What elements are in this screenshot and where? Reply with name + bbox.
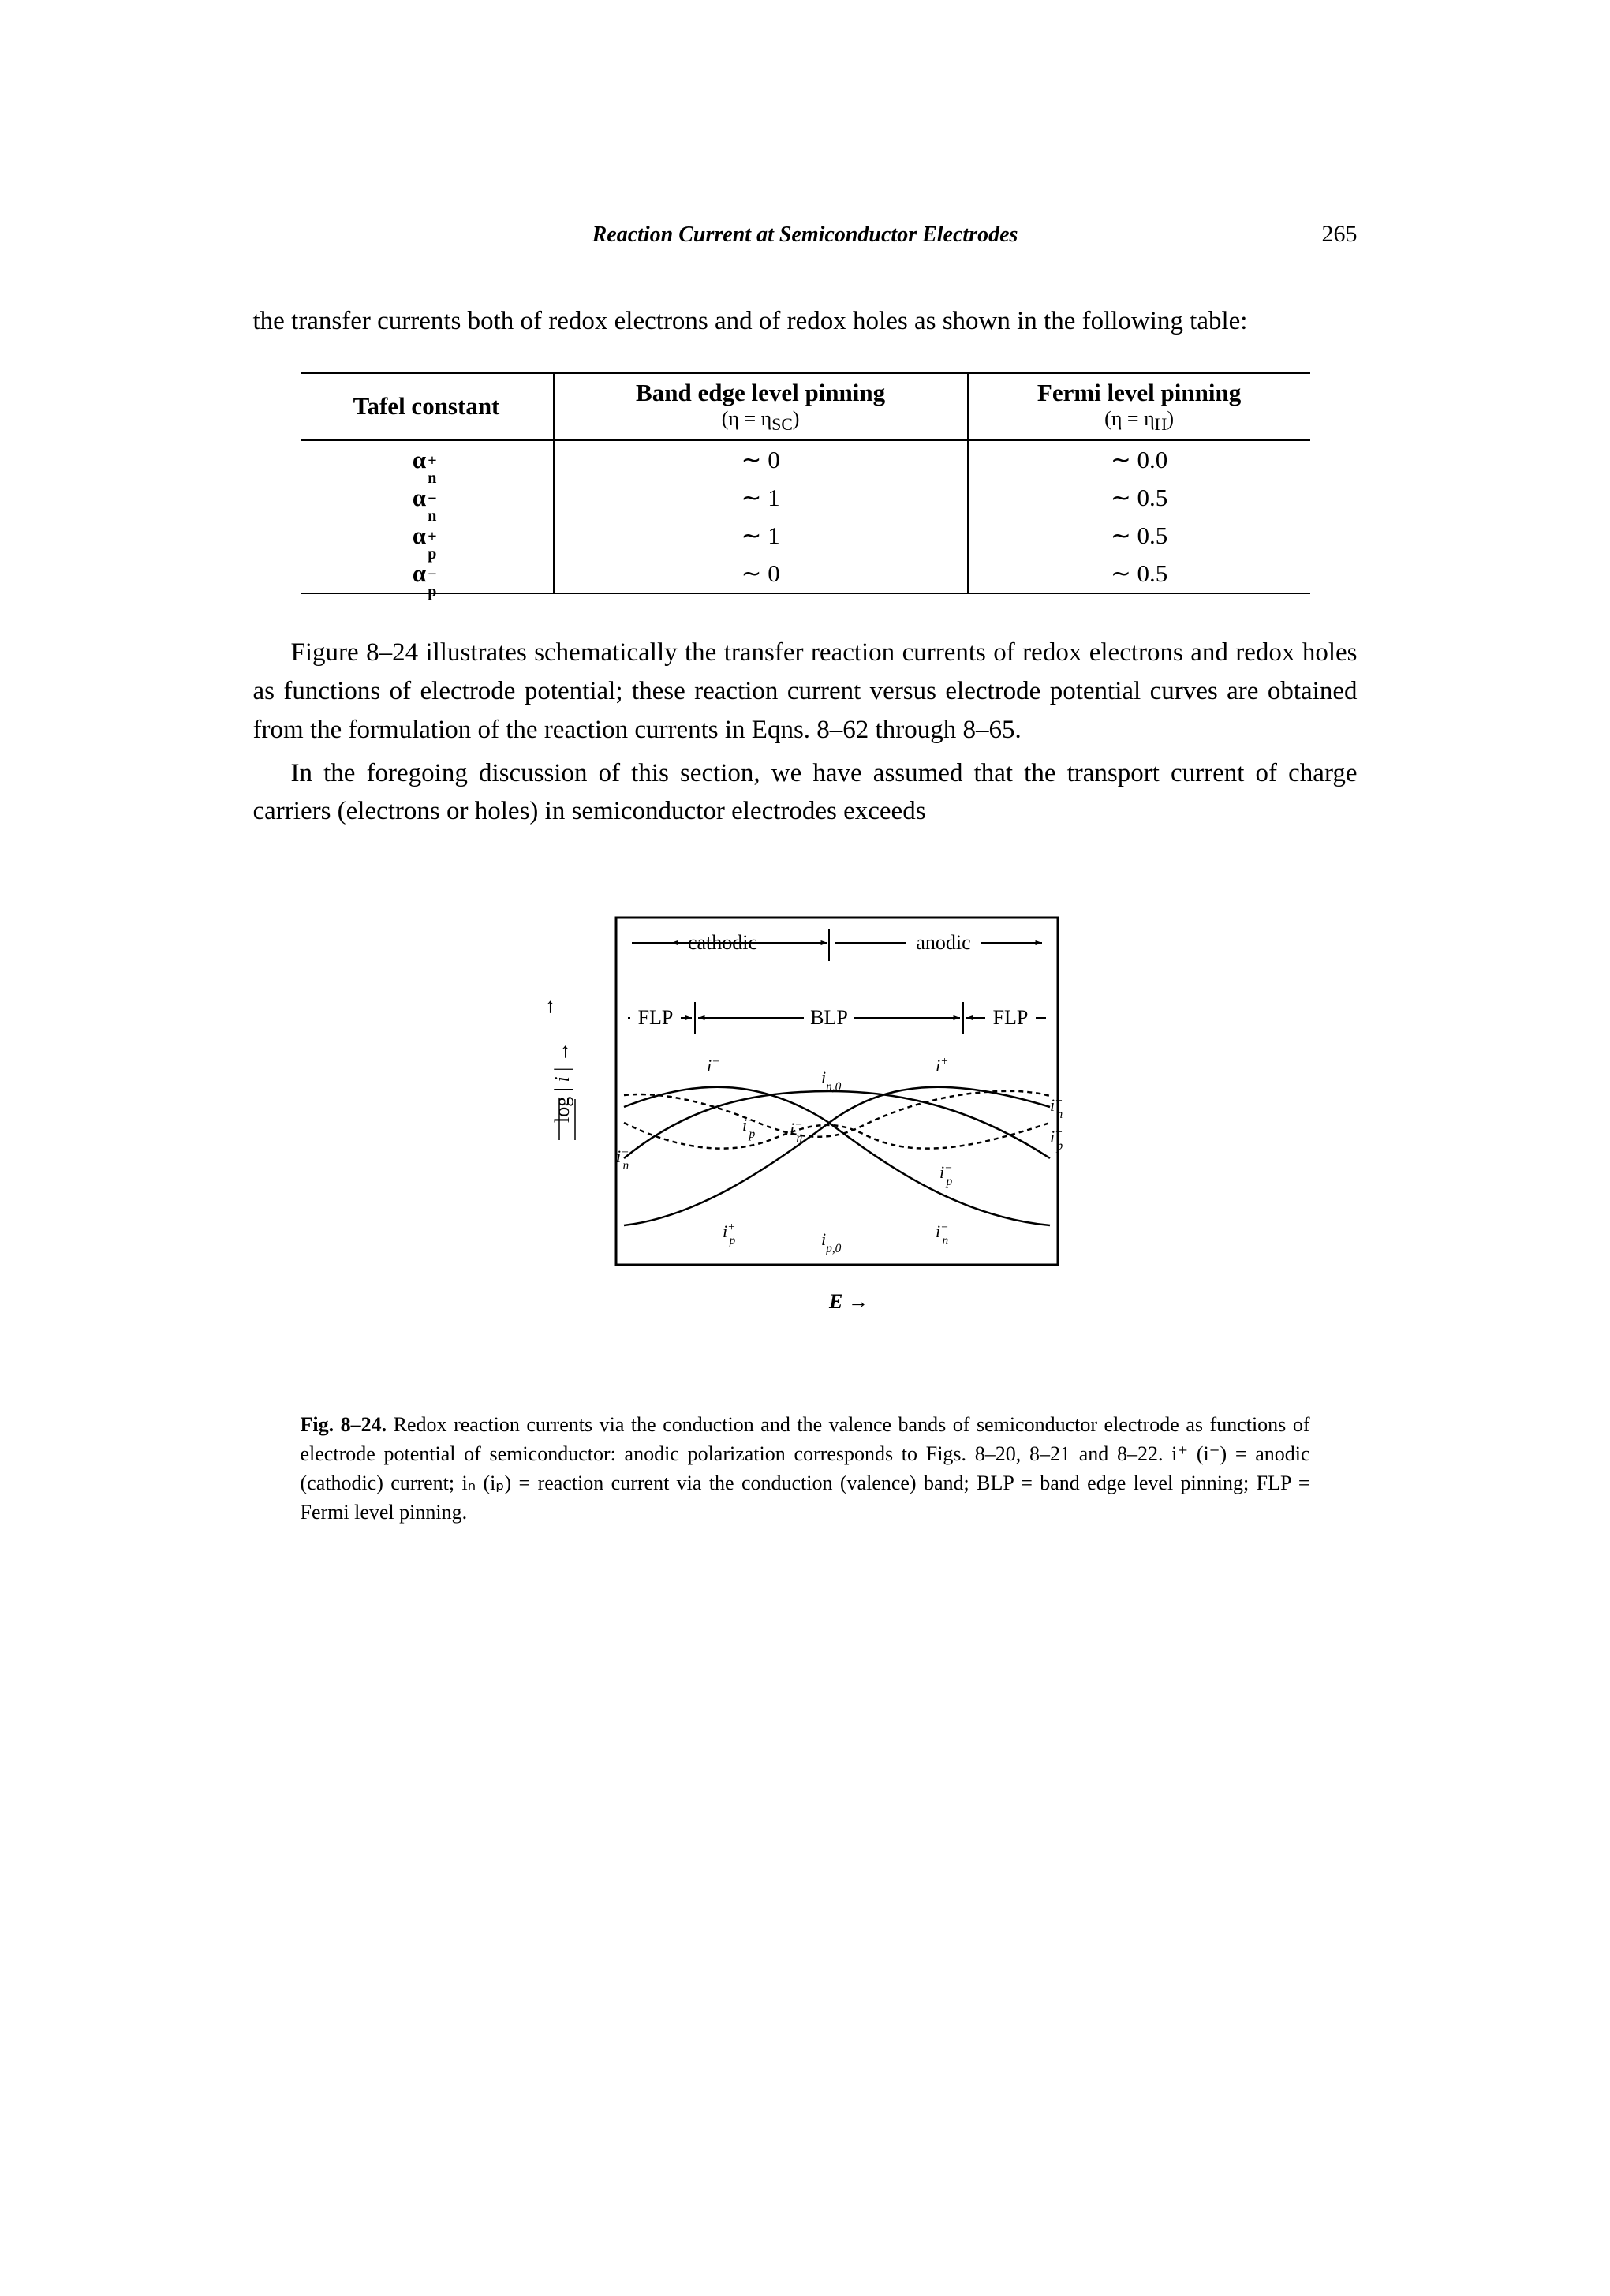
table-row: α−n∼ 1∼ 0.5 <box>301 479 1310 517</box>
col2-title: Fermi level pinning <box>1037 379 1241 406</box>
figure-8-24: cathodicanodicFLPBLPFLPi−in,0i+i−pi−ni+n… <box>253 886 1358 1528</box>
col1-title: Band edge level pinning <box>636 379 885 406</box>
table-row: α−p∼ 0∼ 0.5 <box>301 555 1310 593</box>
svg-text:anodic: anodic <box>916 931 970 954</box>
table-row: α+p∼ 1∼ 0.5 <box>301 517 1310 555</box>
svg-text:FLP: FLP <box>637 1006 673 1029</box>
svg-text:i−n: i−n <box>790 1118 803 1145</box>
lead-paragraph: the transfer currents both of redox elec… <box>253 303 1358 341</box>
tafel-table-wrap: Tafel constant Band edge level pinning (… <box>301 372 1310 594</box>
svg-text:i+: i+ <box>936 1055 949 1076</box>
table-col-2: Fermi level pinning (η = ηH) <box>968 373 1310 440</box>
col1-sub: (η = ηSC) <box>562 407 959 435</box>
svg-text:in,0: in,0 <box>821 1068 842 1094</box>
svg-text:i+p: i+p <box>723 1221 736 1247</box>
paragraph-1: Figure 8–24 illustrates schematically th… <box>253 634 1358 749</box>
svg-text:i−p: i−p <box>742 1114 756 1141</box>
col-band-edge: ∼ 0 <box>554 555 968 593</box>
svg-text:i+p: i+p <box>1050 1126 1063 1153</box>
svg-text:i−n: i−n <box>616 1146 629 1172</box>
svg-text:FLP: FLP <box>992 1006 1028 1029</box>
col2-sub: (η = ηH) <box>977 407 1302 435</box>
tafel-table: Tafel constant Band edge level pinning (… <box>301 372 1310 594</box>
svg-text:ip,0: ip,0 <box>821 1229 842 1255</box>
table-col-1: Band edge level pinning (η = ηSC) <box>554 373 968 440</box>
tafel-symbol: α+n <box>301 440 554 479</box>
page-number: 265 <box>1294 221 1358 248</box>
col-fermi: ∼ 0.0 <box>968 440 1310 479</box>
figure-svg: cathodicanodicFLPBLPFLPi−in,0i+i−pi−ni+n… <box>506 886 1105 1375</box>
svg-text:i−n: i−n <box>936 1221 949 1247</box>
col-fermi: ∼ 0.5 <box>968 555 1310 593</box>
svg-text:↑: ↑ <box>545 994 555 1017</box>
table-col-0: Tafel constant <box>301 373 554 440</box>
running-title: Reaction Current at Semiconductor Electr… <box>316 222 1294 248</box>
col-band-edge: ∼ 0 <box>554 440 968 479</box>
svg-text:BLP: BLP <box>810 1006 848 1029</box>
svg-text:E →: E → <box>828 1290 869 1313</box>
svg-text:i+n: i+n <box>1050 1094 1063 1121</box>
col-band-edge: ∼ 1 <box>554 517 968 555</box>
col0-title: Tafel constant <box>353 392 500 420</box>
col-band-edge: ∼ 1 <box>554 479 968 517</box>
tafel-symbol: α−n <box>301 479 554 517</box>
col-fermi: ∼ 0.5 <box>968 479 1310 517</box>
tafel-symbol: α+p <box>301 517 554 555</box>
paragraph-2: In the foregoing discussion of this sect… <box>253 754 1358 832</box>
col-fermi: ∼ 0.5 <box>968 517 1310 555</box>
svg-text:i−p: i−p <box>939 1161 953 1188</box>
table-row: α+n∼ 0∼ 0.0 <box>301 440 1310 479</box>
caption-text: Redox reaction currents via the conducti… <box>301 1413 1310 1524</box>
running-head: Reaction Current at Semiconductor Electr… <box>253 221 1358 248</box>
tafel-symbol: α−p <box>301 555 554 593</box>
figure-caption: Fig. 8–24. Redox reaction currents via t… <box>301 1411 1310 1528</box>
svg-text:i−: i− <box>707 1055 720 1076</box>
caption-label: Fig. 8–24. <box>301 1413 387 1436</box>
svg-text:log | i | →: log | i | → <box>551 1041 573 1123</box>
